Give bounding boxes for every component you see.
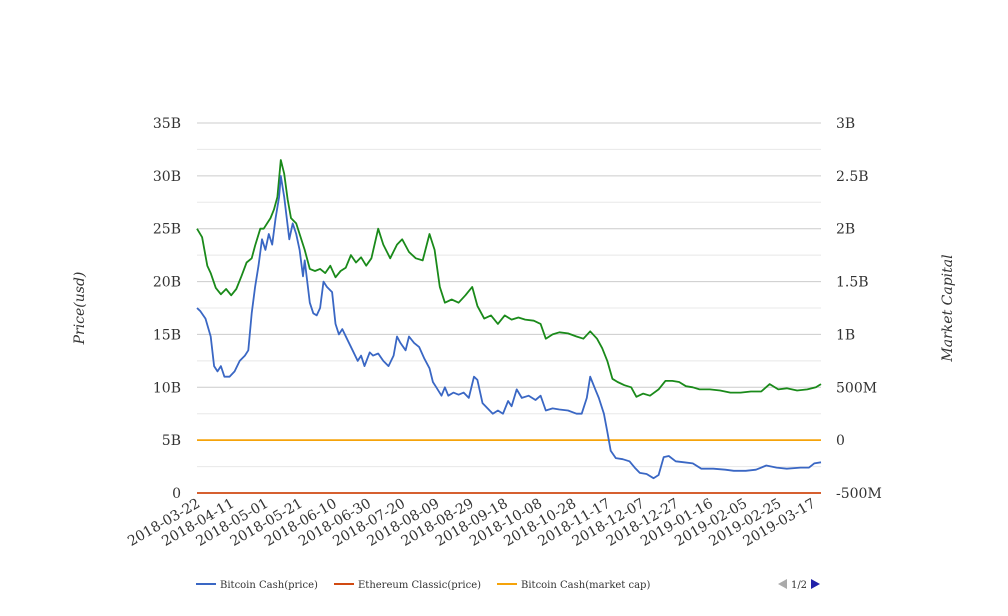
right-tick-label: 2B <box>836 222 855 238</box>
legend-label: Bitcoin Cash(market cap) <box>521 580 650 591</box>
left-tick-label: 10B <box>153 380 181 396</box>
left-tick-label: 5B <box>162 433 181 449</box>
left-tick-label: 25B <box>153 222 181 238</box>
right-tick-label: 2.5B <box>836 169 869 185</box>
right-tick-label: 0 <box>836 433 845 449</box>
legend-label: Bitcoin Cash(price) <box>220 580 318 591</box>
left-tick-label: 30B <box>153 169 181 185</box>
legend-next-page-icon[interactable] <box>811 579 820 589</box>
left-axis-ticks: 0 5B 10B 15B 20B 25B 30B 35B <box>153 116 181 502</box>
series-layer <box>196 159 822 494</box>
right-axis-ticks: -500M 0 500M 1B 1.5B 2B 2.5B 3B <box>836 116 882 502</box>
right-tick-label: 1B <box>836 327 855 343</box>
grid-lines <box>197 122 821 494</box>
right-tick-label: -500M <box>836 486 882 502</box>
left-tick-label: 35B <box>153 116 181 132</box>
right-tick-label: 1.5B <box>836 275 869 291</box>
legend-prev-page-icon[interactable] <box>778 579 787 589</box>
legend-item-bitcoin-cash-price[interactable]: Bitcoin Cash(price) <box>196 580 318 591</box>
series-line-unlabeled-green <box>196 159 822 398</box>
legend-label: Ethereum Classic(price) <box>358 580 481 591</box>
legend: Bitcoin Cash(price) Ethereum Classic(pri… <box>196 579 820 591</box>
series-line-bitcoin-cash-price <box>196 174 822 480</box>
left-tick-label: 15B <box>153 327 181 343</box>
right-tick-label: 500M <box>836 380 877 396</box>
right-axis-title: Market Capital <box>940 254 956 362</box>
left-axis-title: Price(usd) <box>72 272 88 346</box>
left-tick-label: 20B <box>153 275 181 291</box>
legend-item-bitcoin-cash-market-cap[interactable]: Bitcoin Cash(market cap) <box>497 580 650 591</box>
legend-item-ethereum-classic-price[interactable]: Ethereum Classic(price) <box>334 580 481 591</box>
x-axis-ticks: 2018-03-222018-04-112018-05-012018-05-21… <box>125 496 818 550</box>
right-tick-label: 3B <box>836 116 855 132</box>
legend-page-indicator: 1/2 <box>791 580 807 591</box>
left-tick-label: 0 <box>172 486 181 502</box>
